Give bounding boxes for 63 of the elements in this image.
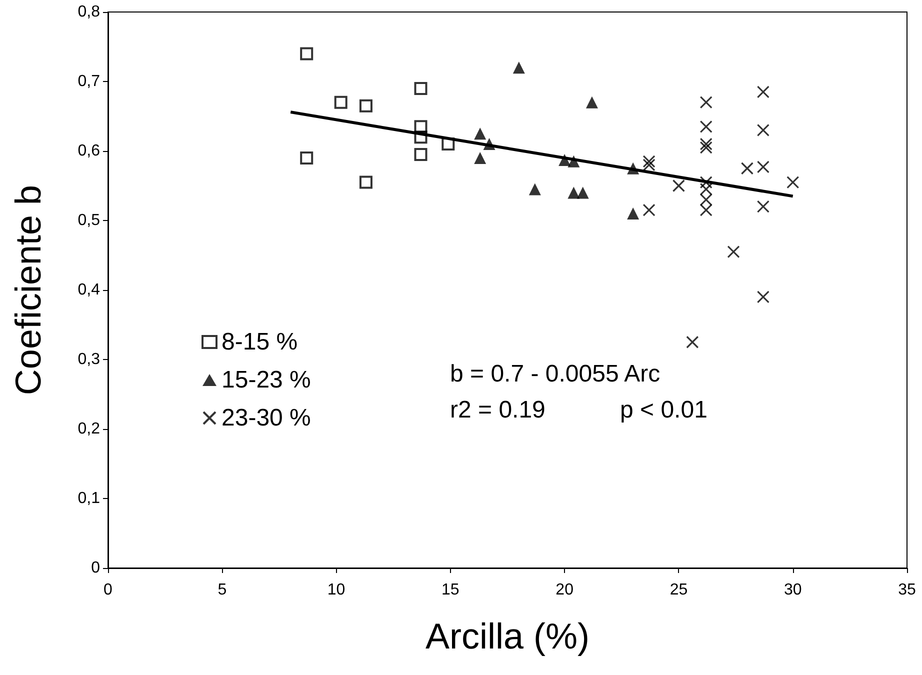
point bbox=[642, 155, 656, 168]
point bbox=[756, 290, 770, 304]
point bbox=[414, 130, 428, 144]
point bbox=[627, 162, 640, 174]
point bbox=[740, 162, 754, 175]
point bbox=[672, 179, 686, 192]
point bbox=[442, 138, 455, 151]
point bbox=[786, 176, 800, 189]
point bbox=[586, 96, 598, 108]
y-tick-label: 0,8 bbox=[78, 4, 100, 20]
x-axis-title: Arcilla (%) bbox=[425, 616, 590, 656]
point bbox=[359, 176, 372, 189]
x-tick-label: 35 bbox=[898, 582, 916, 598]
point bbox=[700, 138, 712, 150]
x-tick-label: 5 bbox=[218, 582, 227, 598]
point bbox=[686, 336, 699, 348]
y-tick-label: 0,5 bbox=[78, 212, 100, 229]
point bbox=[756, 200, 770, 213]
x-tick-label: 30 bbox=[784, 582, 802, 598]
x-tick-label: 0 bbox=[104, 582, 113, 598]
x-tick-label: 15 bbox=[442, 582, 460, 598]
point bbox=[700, 120, 712, 133]
point bbox=[568, 155, 580, 168]
point bbox=[474, 152, 486, 164]
point bbox=[414, 82, 428, 95]
x-tick-label: 25 bbox=[670, 582, 688, 598]
point bbox=[528, 183, 541, 196]
point bbox=[334, 96, 348, 109]
y-tick-label: 0,6 bbox=[78, 142, 100, 160]
annotation: p < 0.01 bbox=[620, 396, 708, 424]
point bbox=[700, 96, 712, 109]
point bbox=[300, 47, 314, 60]
point bbox=[414, 120, 428, 134]
point bbox=[756, 124, 770, 136]
point bbox=[756, 86, 770, 98]
point bbox=[474, 128, 486, 140]
point bbox=[483, 138, 496, 150]
y-tick-label: 0 bbox=[91, 560, 100, 576]
point bbox=[359, 99, 372, 112]
y-tick-label: 0,3 bbox=[78, 351, 100, 368]
point bbox=[512, 62, 525, 74]
point bbox=[576, 186, 589, 199]
point bbox=[727, 245, 740, 258]
legend-label: 8-15 % bbox=[222, 328, 298, 356]
y-tick-label: 0,1 bbox=[78, 490, 100, 507]
point bbox=[627, 208, 640, 220]
y-tick-label: 0,2 bbox=[78, 420, 100, 438]
legend-label: 15-23 % bbox=[222, 366, 311, 394]
annotation: r2 = 0.19 bbox=[450, 396, 546, 424]
y-tick-label: 0,4 bbox=[78, 282, 100, 298]
point bbox=[756, 160, 770, 174]
annotation: b = 0.7 - 0.0055 Arc bbox=[450, 360, 660, 388]
point bbox=[414, 148, 428, 161]
point bbox=[568, 186, 580, 199]
point bbox=[558, 154, 571, 166]
point bbox=[700, 141, 712, 154]
point bbox=[642, 204, 656, 216]
y-axis-title: Coeficiente b bbox=[8, 184, 48, 396]
x-tick-label: 20 bbox=[556, 582, 574, 598]
y-tick-label: 0,7 bbox=[78, 73, 100, 90]
legend-label: 23-30 % bbox=[222, 404, 311, 432]
point bbox=[300, 151, 314, 164]
x-tick-label: 10 bbox=[327, 582, 346, 598]
